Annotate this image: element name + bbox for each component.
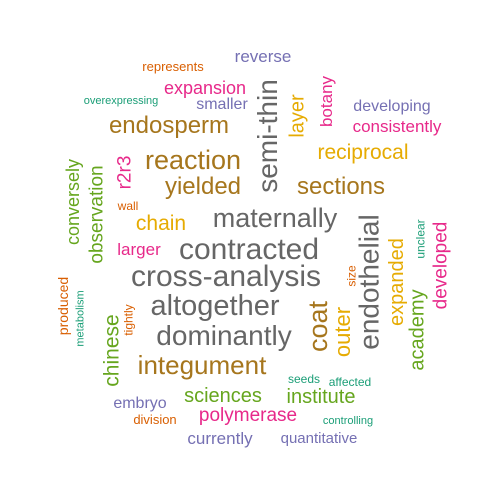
word: produced [54, 276, 71, 336]
word: reciprocal [317, 140, 409, 164]
word: expansion [163, 78, 247, 98]
word: seeds [287, 372, 321, 386]
word: quantitative [280, 429, 358, 447]
word: semi-thin [252, 79, 283, 193]
word: polymerase [198, 404, 298, 426]
word: size [345, 265, 359, 287]
word: wall [117, 199, 139, 213]
word: observation [86, 164, 108, 264]
word: r2r3 [114, 155, 136, 189]
word: affected [328, 375, 372, 389]
word: controlling [322, 414, 374, 427]
word: reverse [234, 46, 292, 66]
word: tightly [121, 304, 136, 336]
word: reaction [144, 144, 242, 175]
word: integument [137, 350, 267, 380]
word: outer [330, 306, 355, 358]
word: botany [317, 75, 337, 127]
word: yielded [164, 173, 242, 200]
word: division [133, 411, 177, 427]
word: chain [135, 211, 187, 235]
word: overexpressing [83, 94, 159, 107]
word: developing [353, 98, 431, 115]
word: maternally [212, 202, 338, 233]
word: altogether [150, 289, 280, 322]
word: institute [286, 386, 356, 408]
word: endosperm [108, 112, 230, 139]
word: endothelial [353, 214, 385, 350]
word: sections [296, 173, 386, 200]
word: smaller [196, 96, 248, 113]
word: consistently [352, 116, 442, 136]
word: represents [142, 58, 204, 74]
word: contracted [178, 233, 320, 266]
word: cross-analysis [130, 260, 322, 293]
word: coat [303, 300, 334, 352]
word: larger [117, 239, 161, 259]
word: sciences [184, 385, 262, 407]
word: developed [430, 221, 452, 309]
word: layer [286, 94, 309, 138]
word: unclear [413, 219, 428, 259]
word: dominantly [156, 320, 292, 351]
word: currently [187, 428, 253, 448]
word: academy [407, 289, 429, 371]
word: metabolism [74, 289, 87, 347]
word: expanded [386, 238, 408, 326]
word: chinese [100, 313, 124, 387]
word: conversely [62, 158, 83, 246]
word: embryo [113, 395, 167, 412]
